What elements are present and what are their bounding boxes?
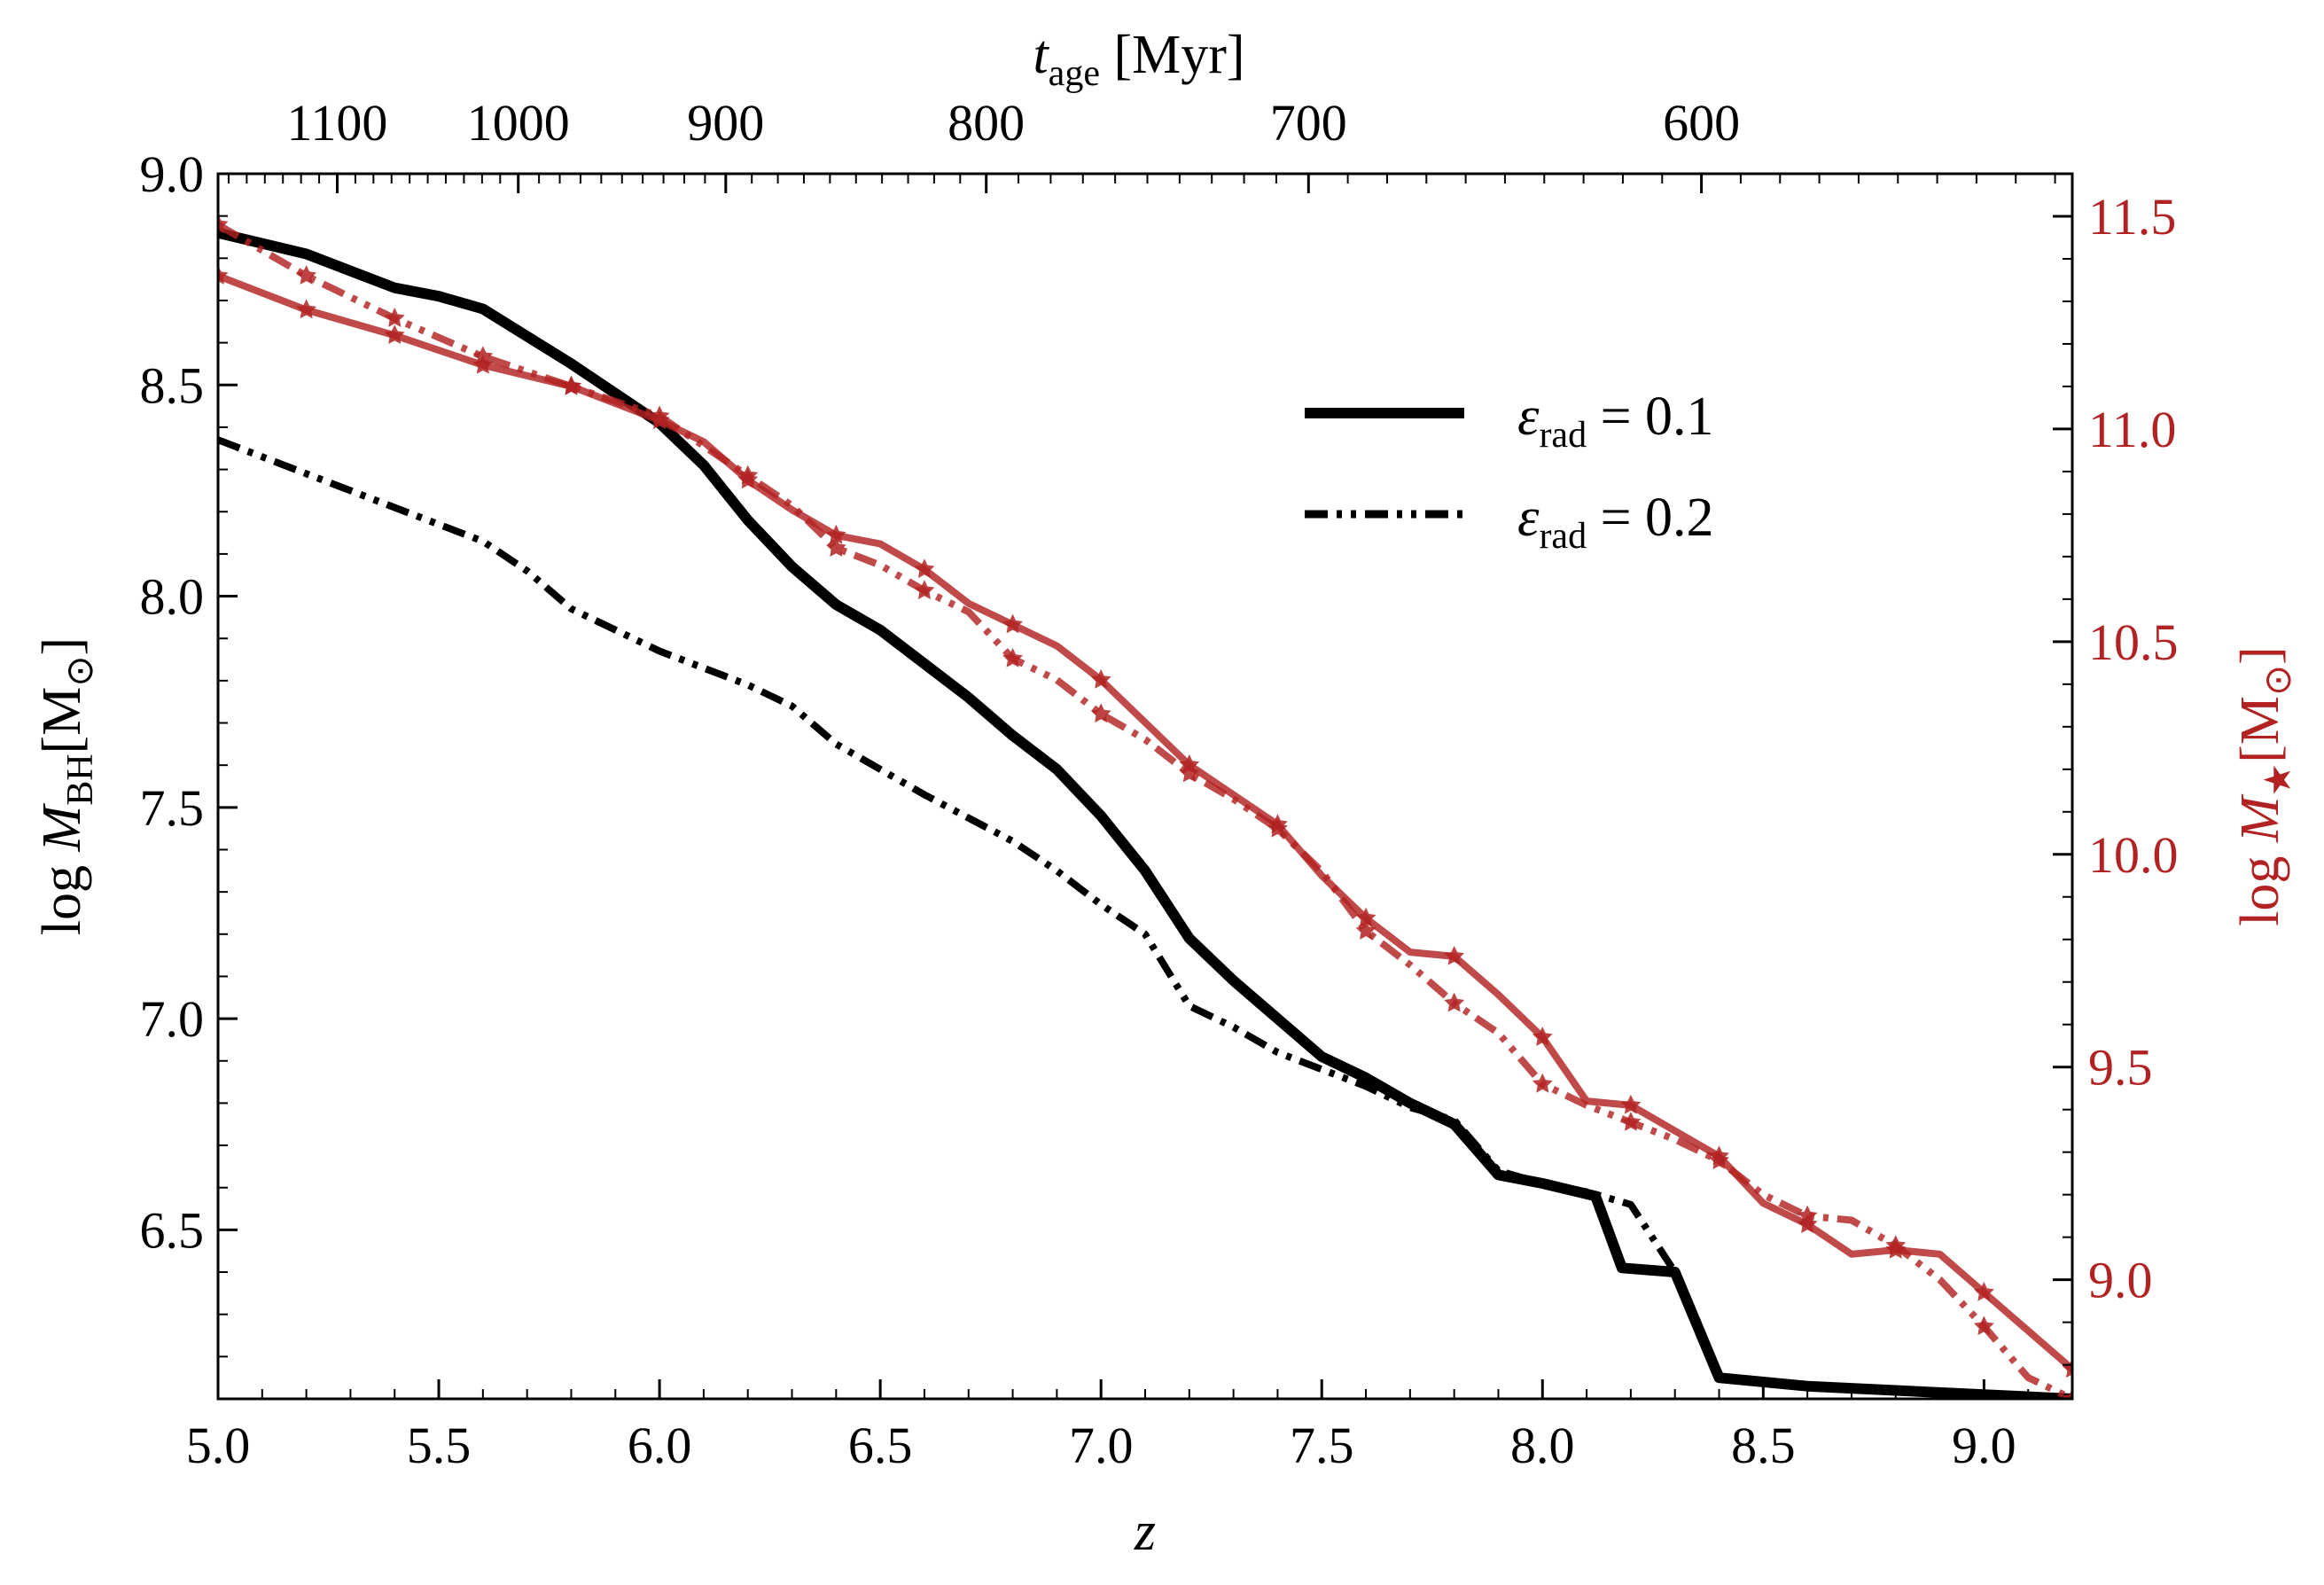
legend: εrad = 0.1 εrad = 0.2	[1305, 386, 1714, 557]
x-axis-title: z	[1134, 1502, 1156, 1562]
x-tick-label: 5.5	[407, 1417, 472, 1474]
y-tick-label: 9.0	[140, 145, 205, 203]
y2-tick-label: 9.5	[2088, 1039, 2153, 1097]
top-axis-title: tage [Myr]	[1033, 25, 1244, 94]
y-axis-title: log MBH[M⊙]	[32, 637, 101, 935]
x-tick-label: 7.5	[1290, 1417, 1354, 1474]
y2-tick-label: 11.0	[2088, 401, 2176, 458]
y2-tick-label: 9.0	[2088, 1252, 2153, 1309]
y-tick-label: 6.5	[140, 1201, 205, 1259]
top-tick-label: 1100	[287, 94, 388, 152]
x-tick-label: 6.5	[848, 1417, 913, 1474]
y2-tick-label: 10.5	[2088, 613, 2179, 671]
y2-tick-label: 11.5	[2088, 188, 2176, 246]
x-tick-label: 6.0	[628, 1417, 692, 1474]
series-line-1	[218, 436, 2072, 1399]
y-tick-label: 7.0	[140, 990, 205, 1048]
stellar-star-marker	[384, 308, 405, 327]
legend-label-eps01: εrad = 0.1	[1517, 386, 1714, 456]
x-tick-label: 8.0	[1510, 1417, 1575, 1474]
x-tick-label: 8.5	[1731, 1417, 1796, 1474]
x-tick-label: 9.0	[1952, 1417, 2016, 1474]
y2-axis-title: log M★[M⊙]	[2230, 646, 2299, 926]
series-line-2	[218, 272, 2072, 1372]
series-layer	[218, 214, 2072, 1399]
y2-tick-label: 10.0	[2088, 826, 2179, 884]
series-line-0	[218, 227, 2072, 1399]
top-tick-label: 1000	[467, 94, 570, 152]
top-tick-label: 800	[948, 94, 1025, 152]
y-tick-label: 8.0	[140, 568, 205, 626]
top-tick-label: 600	[1663, 94, 1740, 152]
ticks-layer: 5.0 5.5 6.0 6.5 7.0 7.5 8.0 8.5 9.0 6.5 7.0 7.5 8.0 8…	[140, 94, 2179, 1474]
plot-frame	[216, 172, 2074, 1401]
x-tick-label: 5.0	[186, 1417, 251, 1474]
top-tick-label: 900	[687, 94, 764, 152]
legend-label-eps02: εrad = 0.2	[1517, 488, 1714, 557]
y-tick-label: 8.5	[140, 356, 205, 414]
x-tick-label: 7.0	[1069, 1417, 1134, 1474]
y-tick-label: 7.5	[140, 779, 205, 837]
top-tick-label: 700	[1270, 94, 1347, 152]
series-line-3	[218, 222, 2072, 1399]
stellar-star-marker	[1444, 992, 1465, 1012]
stellar-star-marker	[1532, 1073, 1553, 1093]
